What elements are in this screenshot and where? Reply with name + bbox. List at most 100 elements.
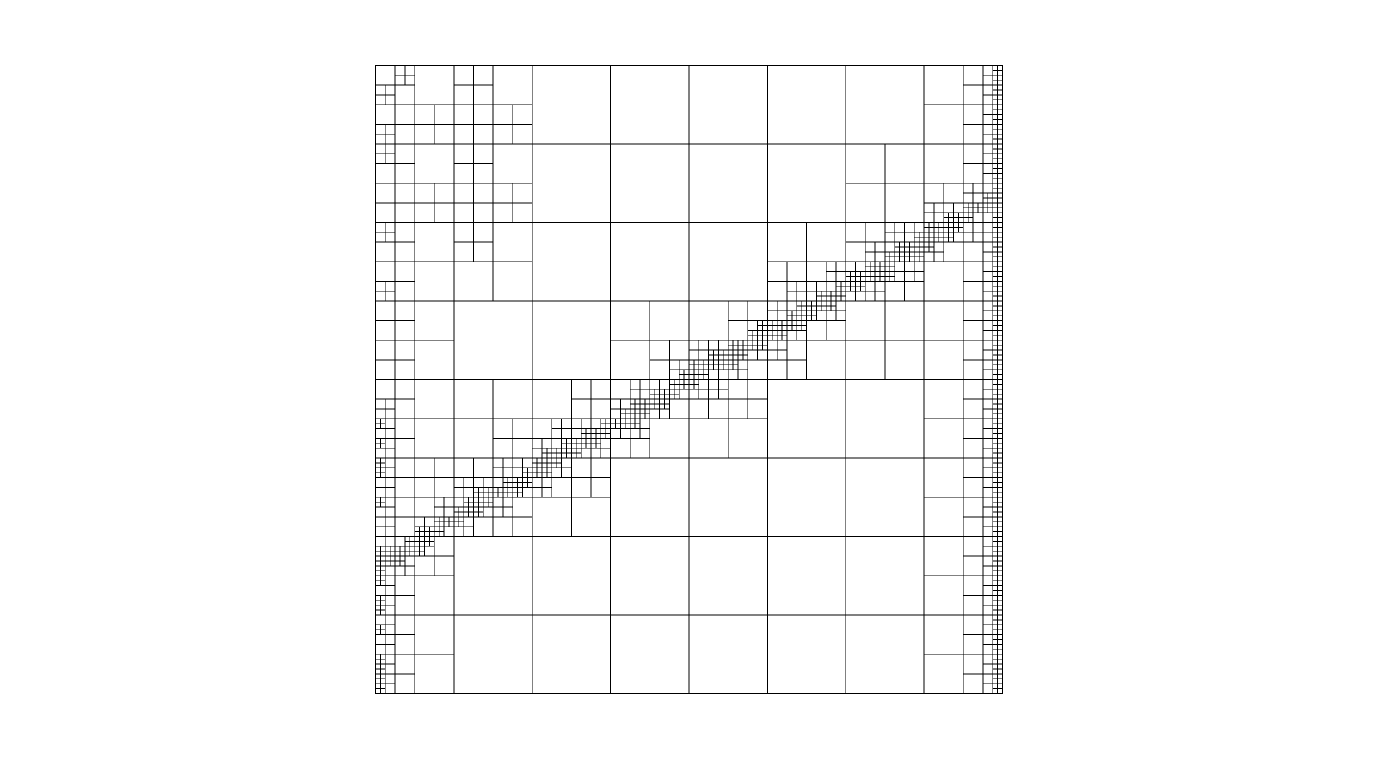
mesh-cell bbox=[453, 487, 465, 498]
mesh-cell bbox=[977, 202, 984, 209]
mesh-cell bbox=[786, 325, 793, 331]
mesh-cell bbox=[375, 153, 386, 165]
mesh-cell bbox=[997, 536, 1003, 542]
mesh-cell bbox=[815, 290, 822, 297]
mesh-cell bbox=[375, 94, 386, 106]
mesh-cell bbox=[375, 472, 381, 479]
mesh-cell bbox=[453, 143, 474, 165]
mesh-cell bbox=[997, 290, 1003, 297]
mesh-cell bbox=[522, 482, 528, 488]
mesh-cell bbox=[683, 379, 690, 385]
mesh-cell bbox=[992, 359, 999, 366]
mesh-cell bbox=[972, 212, 984, 223]
mesh-cell bbox=[992, 271, 999, 277]
mesh-cell bbox=[997, 408, 1003, 415]
mesh-cell bbox=[414, 653, 455, 694]
mesh-cell bbox=[463, 487, 474, 498]
mesh-cell bbox=[615, 418, 621, 425]
mesh-cell bbox=[992, 388, 999, 395]
mesh-cell bbox=[664, 393, 670, 400]
mesh-cell bbox=[453, 521, 460, 528]
mesh-cell bbox=[820, 305, 827, 312]
mesh-cell bbox=[556, 462, 563, 469]
mesh-cell bbox=[433, 555, 455, 577]
mesh-cell bbox=[433, 526, 440, 532]
mesh-cell bbox=[967, 212, 974, 218]
mesh-cell bbox=[992, 325, 999, 331]
mesh-cell bbox=[992, 590, 999, 596]
mesh-cell bbox=[531, 462, 538, 469]
mesh-cell bbox=[531, 300, 612, 380]
mesh-cell bbox=[992, 266, 999, 272]
mesh-cell bbox=[487, 491, 494, 498]
mesh-cell bbox=[375, 658, 381, 665]
mesh-cell bbox=[375, 634, 386, 645]
mesh-cell bbox=[992, 413, 999, 420]
mesh-cell bbox=[531, 457, 538, 464]
mesh-cell bbox=[536, 462, 543, 469]
mesh-cell bbox=[962, 84, 984, 106]
mesh-cell bbox=[997, 354, 1003, 361]
mesh-cell bbox=[379, 565, 386, 572]
mesh-cell bbox=[384, 673, 396, 685]
mesh-cell bbox=[972, 202, 979, 209]
mesh-cell bbox=[433, 536, 455, 557]
mesh-cell bbox=[747, 330, 754, 336]
mesh-cell bbox=[879, 276, 886, 282]
mesh-cell bbox=[414, 104, 435, 125]
mesh-cell bbox=[997, 447, 1003, 454]
mesh-cell bbox=[384, 550, 391, 557]
mesh-cell bbox=[659, 403, 665, 410]
mesh-cell bbox=[394, 565, 406, 577]
mesh-cell bbox=[531, 418, 553, 439]
mesh-cell bbox=[997, 526, 1003, 532]
mesh-cell bbox=[997, 123, 1003, 130]
mesh-cell bbox=[433, 202, 455, 223]
mesh-cell bbox=[997, 109, 1003, 115]
mesh-cell bbox=[997, 565, 1003, 572]
mesh-cell bbox=[669, 393, 675, 400]
mesh-cell bbox=[982, 575, 994, 586]
mesh-cell bbox=[845, 222, 866, 243]
mesh-cell bbox=[992, 133, 999, 140]
mesh-cell bbox=[982, 614, 994, 626]
mesh-cell bbox=[375, 585, 386, 596]
mesh-cell bbox=[399, 560, 406, 567]
mesh-cell bbox=[571, 447, 577, 454]
mesh-cell bbox=[997, 570, 1003, 577]
mesh-cell bbox=[379, 594, 386, 601]
mesh-cell bbox=[507, 487, 514, 493]
mesh-cell bbox=[629, 423, 636, 429]
mesh-cell bbox=[992, 570, 999, 577]
mesh-cell bbox=[678, 359, 690, 371]
mesh-cell bbox=[953, 217, 959, 223]
mesh-cell bbox=[884, 251, 891, 258]
mesh-cell bbox=[414, 123, 435, 145]
mesh-cell bbox=[992, 349, 999, 356]
mesh-cell bbox=[997, 418, 1003, 425]
mesh-cell bbox=[992, 280, 999, 287]
mesh-cell bbox=[962, 496, 984, 518]
mesh-cell bbox=[992, 398, 999, 405]
mesh-cell bbox=[473, 511, 479, 518]
mesh-cell bbox=[384, 280, 396, 292]
mesh-cell bbox=[982, 487, 994, 498]
mesh-cell bbox=[997, 65, 1003, 71]
mesh-cell bbox=[394, 575, 416, 596]
mesh-cell bbox=[384, 84, 396, 96]
mesh-cell bbox=[992, 99, 999, 106]
mesh-cell bbox=[688, 379, 695, 385]
mesh-cell bbox=[913, 246, 920, 253]
mesh-cell bbox=[433, 516, 440, 523]
mesh-cell bbox=[855, 276, 861, 282]
mesh-cell bbox=[992, 74, 999, 81]
mesh-cell bbox=[379, 467, 386, 474]
mesh-cell bbox=[762, 330, 768, 336]
mesh-cell bbox=[997, 227, 1003, 233]
mesh-cell bbox=[992, 177, 999, 184]
mesh-cell bbox=[781, 334, 788, 341]
mesh-cell bbox=[404, 65, 416, 76]
mesh-cell bbox=[997, 119, 1003, 125]
mesh-cell bbox=[419, 545, 425, 552]
